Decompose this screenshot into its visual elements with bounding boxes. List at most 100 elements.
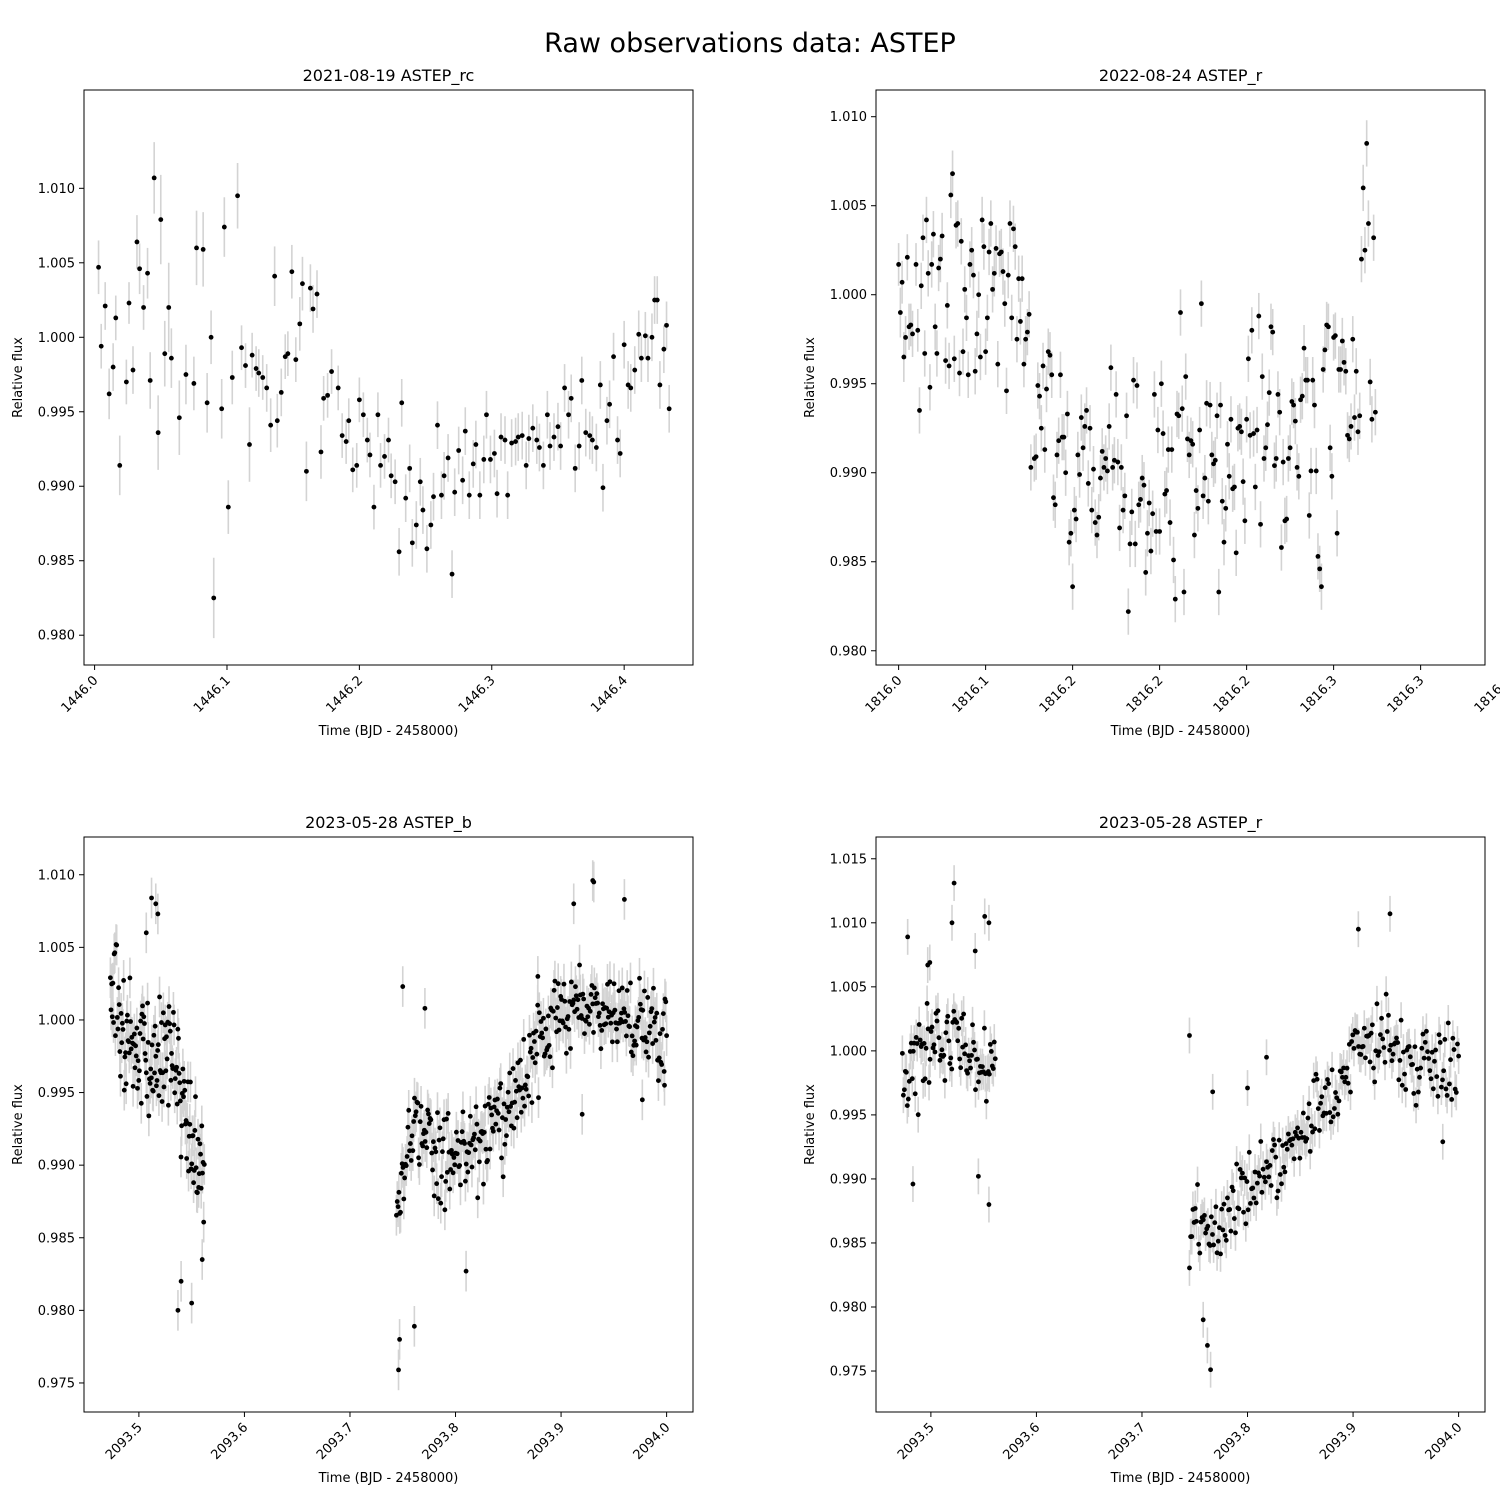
data-point bbox=[247, 442, 252, 447]
data-point bbox=[123, 379, 129, 385]
data-point bbox=[571, 901, 577, 907]
data-point bbox=[489, 1112, 495, 1118]
data-point bbox=[1186, 452, 1192, 458]
data-point bbox=[1026, 311, 1032, 317]
data-point bbox=[208, 334, 214, 340]
data-point bbox=[1399, 1082, 1405, 1088]
chart-panel-1: 0.980 0.985 0.990 0.995 1.000 1.005 1.010 1446.… bbox=[11, 66, 694, 739]
data-point bbox=[593, 445, 599, 450]
data-point bbox=[396, 1367, 401, 1373]
data-point bbox=[152, 1070, 157, 1076]
data-point bbox=[471, 1135, 477, 1141]
data-point bbox=[577, 962, 582, 968]
data-point bbox=[459, 1129, 465, 1135]
data-point bbox=[1360, 1043, 1366, 1049]
data-point bbox=[971, 1039, 976, 1045]
data-point bbox=[418, 1103, 424, 1109]
data-point bbox=[190, 1133, 196, 1139]
data-point bbox=[424, 546, 430, 552]
data-point bbox=[596, 1014, 601, 1020]
data-point bbox=[533, 1028, 539, 1034]
data-point bbox=[1320, 367, 1326, 372]
data-point bbox=[137, 1031, 143, 1036]
data-point bbox=[1269, 1148, 1275, 1153]
data-point bbox=[1327, 1110, 1333, 1115]
data-point bbox=[179, 1123, 185, 1129]
data-point bbox=[1447, 1081, 1452, 1087]
data-point bbox=[551, 434, 557, 440]
data-point bbox=[1417, 1074, 1422, 1080]
data-point bbox=[175, 1307, 181, 1313]
data-point bbox=[1350, 336, 1356, 342]
data-point bbox=[995, 361, 1001, 367]
data-point bbox=[646, 1054, 651, 1060]
data-point bbox=[614, 1039, 620, 1045]
data-point bbox=[1165, 447, 1171, 452]
data-point bbox=[502, 437, 508, 443]
data-point bbox=[972, 948, 978, 954]
data-point bbox=[998, 249, 1004, 255]
data-point bbox=[1355, 429, 1361, 435]
data-point bbox=[654, 297, 660, 303]
data-point bbox=[1232, 484, 1237, 490]
data-point bbox=[633, 1042, 639, 1048]
data-point bbox=[589, 437, 595, 443]
data-point bbox=[1016, 276, 1022, 282]
data-point bbox=[143, 1057, 149, 1063]
data-point bbox=[1044, 386, 1049, 392]
data-point bbox=[272, 273, 278, 279]
data-point bbox=[178, 1278, 184, 1284]
data-point bbox=[1331, 1106, 1337, 1111]
data-point bbox=[1218, 402, 1223, 408]
data-point bbox=[491, 1104, 497, 1110]
data-point bbox=[1115, 459, 1121, 465]
data-point bbox=[507, 1070, 513, 1076]
data-point bbox=[401, 1196, 407, 1202]
y-axis-label: Relative flux bbox=[11, 1084, 26, 1165]
chart-panel-2: 0.980 0.985 0.990 0.995 1.000 1.005 1.010 1816.… bbox=[803, 66, 1500, 739]
data-point bbox=[986, 1071, 992, 1077]
data-point bbox=[129, 1034, 135, 1040]
data-point bbox=[1306, 1101, 1312, 1107]
data-point bbox=[597, 1023, 603, 1028]
data-point bbox=[500, 1174, 506, 1180]
data-point bbox=[1285, 456, 1291, 461]
data-point bbox=[1369, 416, 1375, 422]
data-point bbox=[957, 370, 962, 376]
data-point bbox=[1105, 468, 1110, 474]
data-point bbox=[325, 392, 330, 398]
data-point bbox=[1312, 402, 1317, 408]
data-point bbox=[1397, 1058, 1403, 1063]
data-point bbox=[1187, 1265, 1192, 1271]
data-point bbox=[962, 286, 968, 292]
data-point bbox=[1171, 557, 1176, 563]
data-point bbox=[1413, 1102, 1419, 1108]
data-point bbox=[566, 1026, 572, 1032]
data-point bbox=[382, 454, 387, 459]
data-point bbox=[1355, 926, 1361, 932]
data-point bbox=[1045, 349, 1051, 355]
data-point bbox=[1245, 1207, 1251, 1213]
data-point bbox=[494, 491, 500, 497]
data-point bbox=[1192, 532, 1197, 538]
data-point bbox=[1335, 1111, 1341, 1117]
data-point bbox=[1211, 461, 1216, 467]
data-point bbox=[1260, 1166, 1266, 1172]
data-point bbox=[1209, 452, 1215, 458]
data-point bbox=[204, 400, 210, 406]
data-point bbox=[600, 485, 606, 491]
data-point bbox=[176, 1071, 182, 1076]
data-point bbox=[955, 221, 961, 226]
data-point bbox=[429, 1150, 435, 1156]
data-point bbox=[1129, 509, 1135, 515]
data-point bbox=[1238, 1175, 1244, 1181]
data-point bbox=[1200, 1217, 1206, 1223]
data-point bbox=[449, 571, 455, 577]
data-point bbox=[944, 303, 950, 308]
data-point bbox=[1372, 409, 1378, 415]
data-point bbox=[1118, 464, 1124, 470]
data-point bbox=[598, 1046, 604, 1052]
data-point bbox=[968, 1065, 973, 1071]
data-point bbox=[1375, 1053, 1381, 1058]
data-point bbox=[456, 448, 462, 453]
